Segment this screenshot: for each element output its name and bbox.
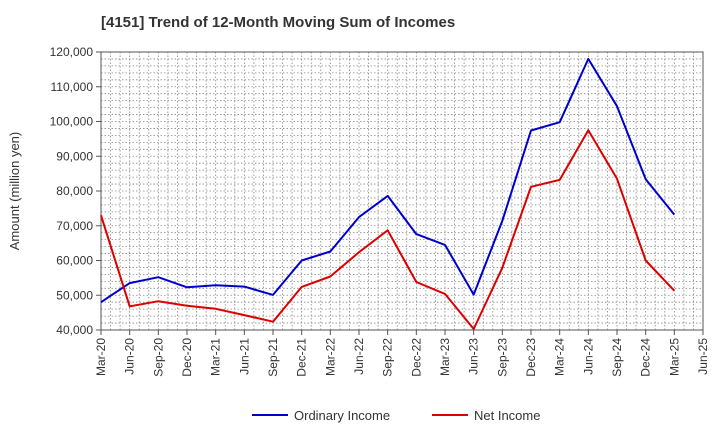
x-tick-label: Sep-22 (381, 338, 395, 377)
x-tick-label: Sep-20 (151, 338, 165, 377)
x-tick-label: Mar-22 (323, 338, 337, 376)
y-tick-label: 40,000 (56, 323, 93, 337)
x-tick-label: Mar-24 (553, 338, 567, 376)
x-tick-label: Jun-21 (237, 338, 251, 375)
y-tick-label: 120,000 (50, 45, 94, 59)
x-tick-label: Mar-23 (438, 338, 452, 376)
x-tick-label: Dec-21 (295, 338, 309, 377)
y-tick-label: 80,000 (56, 184, 93, 198)
x-tick-label: Mar-21 (209, 338, 223, 376)
legend-label-ordinary-income: Ordinary Income (294, 408, 390, 423)
x-tick-label: Jun-22 (352, 338, 366, 375)
x-tick-label: Sep-23 (495, 338, 509, 377)
y-axis-ticks: 40,000 50,000 60,000 70,000 80,000 90,000 100,… (50, 45, 101, 337)
series-lines (100, 57, 676, 330)
y-tick-label: 60,000 (56, 254, 93, 268)
x-tick-label: Jun-23 (467, 338, 481, 375)
grid-lines (101, 52, 703, 330)
x-axis-ticks: Mar-20 Jun-20 Sep-20 Dec-20 Mar-21 Jun-21 Sep-… (94, 330, 710, 377)
x-tick-label: Dec-22 (409, 338, 423, 377)
x-tick-label: Dec-23 (524, 338, 538, 377)
x-tick-label: Dec-20 (180, 338, 194, 377)
x-tick-label: Jun-24 (581, 338, 595, 375)
x-tick-label: Mar-25 (667, 338, 681, 376)
chart-title: [4151] Trend of 12-Month Moving Sum of I… (101, 14, 456, 31)
y-tick-label: 70,000 (56, 219, 93, 233)
x-tick-label: Mar-20 (94, 338, 108, 376)
y-axis-title: Amount (million yen) (7, 132, 22, 251)
x-tick-label: Sep-24 (610, 338, 624, 377)
y-tick-label: 100,000 (50, 115, 94, 129)
legend-label-net-income: Net Income (474, 408, 540, 423)
y-tick-label: 90,000 (56, 149, 93, 163)
x-tick-label: Dec-24 (639, 338, 653, 377)
x-tick-label: Jun-20 (123, 338, 137, 375)
y-tick-label: 110,000 (51, 80, 94, 94)
series-line-ordinary-income (100, 57, 676, 304)
series-line-net-income (100, 129, 676, 330)
x-tick-label: Jun-25 (696, 338, 710, 375)
y-tick-label: 50,000 (56, 288, 93, 302)
x-tick-label: Sep-21 (266, 338, 280, 377)
legend: Ordinary Income Net Income (252, 408, 540, 423)
